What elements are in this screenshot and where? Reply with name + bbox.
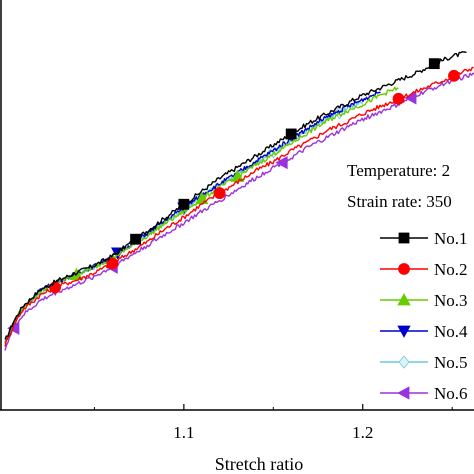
legend-label: No.4	[434, 322, 468, 341]
data-point	[428, 58, 440, 70]
legend-label: No.3	[434, 291, 468, 310]
legend-marker	[398, 232, 410, 244]
legend-label: No.2	[434, 260, 468, 279]
series-layer	[4, 51, 474, 351]
data-point	[285, 128, 297, 140]
legend-label: No.6	[434, 384, 468, 403]
annotation-strain-rate: Strain rate: 350	[347, 192, 452, 211]
legend-marker	[397, 293, 411, 306]
data-point	[178, 198, 190, 210]
legend-label: No.1	[434, 229, 468, 248]
legend-entry: No.4	[380, 322, 468, 341]
data-point	[275, 155, 288, 170]
series-line	[4, 86, 399, 344]
legend: No.1 No.2 No.3 No.4 No.5 No.6	[380, 229, 468, 403]
data-point	[106, 257, 119, 270]
series-no1	[4, 51, 467, 340]
data-point	[130, 233, 141, 245]
data-point	[448, 69, 460, 82]
series-no5	[4, 100, 363, 342]
legend-entry: No.3	[380, 291, 468, 310]
x-axis-title: Stretch ratio	[215, 454, 303, 474]
data-point	[392, 92, 405, 105]
data-point	[230, 169, 245, 182]
legend-entry: No.5	[380, 353, 468, 372]
x-tick-label: 1.1	[173, 423, 194, 442]
annotation-temperature: Temperature: 2	[347, 161, 450, 180]
series-line	[4, 100, 363, 342]
legend-marker	[398, 263, 410, 275]
series-line	[4, 51, 467, 340]
data-point	[49, 281, 61, 294]
legend-label: No.5	[434, 353, 468, 372]
legend-entry: No.6	[380, 384, 468, 403]
legend-marker	[398, 355, 410, 369]
legend-entry: No.1	[380, 229, 468, 248]
legend-marker	[397, 325, 411, 338]
legend-entry: No.2	[380, 260, 468, 279]
x-tick-label: 1.2	[352, 423, 373, 442]
series-no3	[4, 86, 399, 344]
series-no2	[4, 66, 474, 347]
data-point	[213, 187, 226, 200]
axes: 1.1 1.2	[0, 0, 474, 442]
legend-marker	[397, 386, 410, 400]
